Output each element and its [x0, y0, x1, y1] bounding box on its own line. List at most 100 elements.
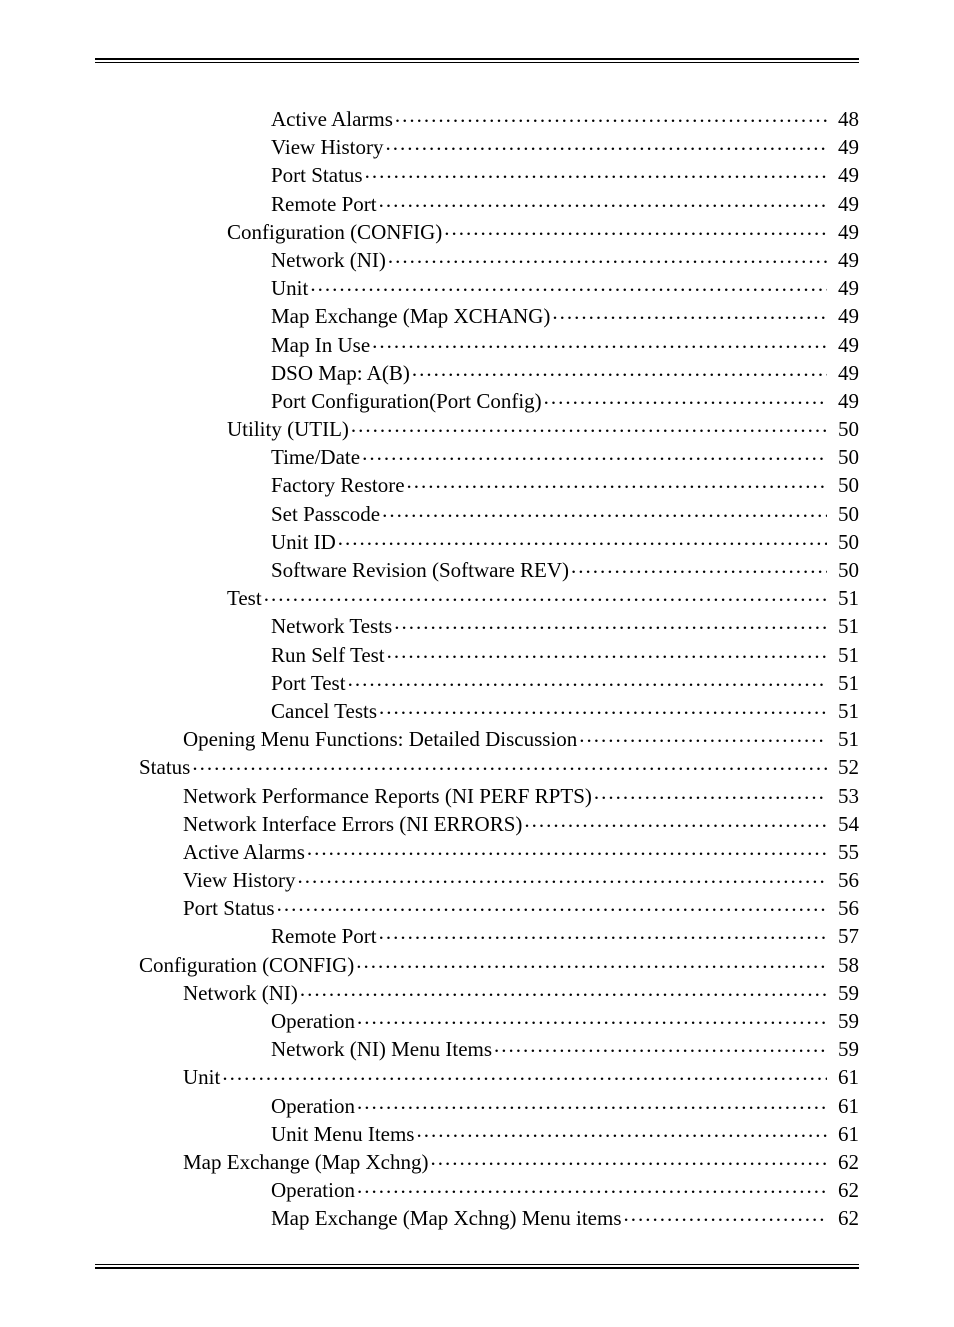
toc-entry-label: Remote Port: [271, 926, 377, 947]
toc-entry-label: Unit: [271, 278, 308, 299]
toc-entry-page: 49: [829, 250, 859, 271]
bottom-rule-thin: [95, 1264, 859, 1265]
toc-leader-dots: [222, 1063, 827, 1084]
page: Active Alarms48View History49Port Status…: [0, 0, 954, 1327]
toc-entry: Time/Date50: [95, 443, 859, 468]
toc-entry-page: 49: [829, 222, 859, 243]
toc-entry: Software Revision (Software REV) 50: [95, 556, 859, 581]
toc-entry-label: Map Exchange (Map Xchng): [183, 1152, 429, 1173]
toc-entry-page: 56: [829, 898, 859, 919]
toc-entry: Status52: [95, 753, 859, 778]
toc-entry-page: 50: [829, 532, 859, 553]
toc-entry: Configuration (CONFIG) 49: [95, 218, 859, 243]
toc-entry-label: Network (NI) Menu Items: [271, 1039, 492, 1060]
toc-entry: Active Alarms55: [95, 838, 859, 863]
toc-entry-page: 50: [829, 504, 859, 525]
toc-entry-label: Map In Use: [271, 335, 370, 356]
toc-entry-label: Configuration (CONFIG): [227, 222, 442, 243]
toc-entry: Configuration (CONFIG)58: [95, 951, 859, 976]
toc-entry: Opening Menu Functions: Detailed Discuss…: [95, 725, 859, 750]
toc-entry: Map Exchange (Map Xchng) Menu items62: [95, 1204, 859, 1229]
toc-entry-page: 57: [829, 926, 859, 947]
toc-leader-dots: [416, 1120, 827, 1141]
toc-entry-page: 61: [829, 1124, 859, 1145]
toc-entry-page: 54: [829, 814, 859, 835]
toc-entry: Map Exchange (Map Xchng)62: [95, 1148, 859, 1173]
toc-leader-dots: [357, 1007, 827, 1028]
toc-entry: Port Configuration(Port Config)49: [95, 387, 859, 412]
toc-entry-page: 49: [829, 363, 859, 384]
toc-entry: View History49: [95, 133, 859, 158]
toc-entry-label: Configuration (CONFIG): [139, 955, 354, 976]
toc-entry: Run Self Test51: [95, 641, 859, 666]
toc-entry-page: 48: [829, 109, 859, 130]
toc-entry: Port Status49: [95, 161, 859, 186]
toc-entry: Port Test51: [95, 669, 859, 694]
toc-entry-label: Run Self Test: [271, 645, 385, 666]
toc-leader-dots: [552, 302, 827, 323]
toc-leader-dots: [624, 1204, 828, 1225]
toc-leader-dots: [407, 471, 827, 492]
toc-leader-dots: [300, 979, 827, 1000]
toc-entry-page: 61: [829, 1067, 859, 1088]
toc-leader-dots: [544, 387, 827, 408]
toc-leader-dots: [277, 894, 827, 915]
toc-leader-dots: [307, 838, 827, 859]
toc-entry-label: Port Test: [271, 673, 346, 694]
toc-entry: Map In Use49: [95, 331, 859, 356]
toc-entry: Utility (UTIL)50: [95, 415, 859, 440]
toc-entry-label: Unit: [183, 1067, 220, 1088]
toc-entry-page: 50: [829, 447, 859, 468]
toc-entry: Unit 61: [95, 1063, 859, 1088]
toc-entry-page: 53: [829, 786, 859, 807]
toc-entry-page: 50: [829, 560, 859, 581]
toc-entry-page: 52: [829, 757, 859, 778]
toc-entry: Network Performance Reports (NI PERF RPT…: [95, 782, 859, 807]
toc-leader-dots: [524, 810, 827, 831]
toc-entry-label: Network (NI): [271, 250, 386, 271]
toc-entry-label: View History: [183, 870, 295, 891]
toc-leader-dots: [297, 866, 827, 887]
toc-entry: DSO Map: A(B) 49: [95, 359, 859, 384]
toc-entry: Remote Port49: [95, 190, 859, 215]
toc-entry: Factory Restore50: [95, 471, 859, 496]
toc-entry-label: Operation: [271, 1180, 355, 1201]
toc-entry-page: 50: [829, 475, 859, 496]
toc-leader-dots: [362, 443, 827, 464]
toc-leader-dots: [264, 584, 827, 605]
toc-leader-dots: [372, 331, 827, 352]
toc-entry-label: Software Revision (Software REV): [271, 560, 569, 581]
toc-leader-dots: [356, 951, 827, 972]
toc-entry-page: 62: [829, 1180, 859, 1201]
toc-leader-dots: [394, 612, 827, 633]
toc-entry: Network Tests51: [95, 612, 859, 637]
toc-leader-dots: [385, 133, 827, 154]
toc-leader-dots: [351, 415, 827, 436]
toc-entry: Test51: [95, 584, 859, 609]
toc-entry-page: 51: [829, 588, 859, 609]
toc-leader-dots: [357, 1092, 827, 1113]
toc-entry-label: Map Exchange (Map XCHANG): [271, 306, 550, 327]
toc-entry-page: 59: [829, 1011, 859, 1032]
toc-entry-page: 59: [829, 1039, 859, 1060]
toc-leader-dots: [579, 725, 827, 746]
toc-entry: Network (NI) Menu Items 59: [95, 1035, 859, 1060]
toc-leader-dots: [494, 1035, 827, 1056]
toc-leader-dots: [382, 500, 827, 521]
toc-entry: Unit49: [95, 274, 859, 299]
toc-leader-dots: [379, 190, 827, 211]
toc-entry-label: Network Interface Errors (NI ERRORS): [183, 814, 522, 835]
toc-entry: Active Alarms48: [95, 105, 859, 130]
toc-entry: View History56: [95, 866, 859, 891]
toc-entry-label: Port Status: [183, 898, 275, 919]
toc-entry-label: Active Alarms: [183, 842, 305, 863]
toc-entry-page: 51: [829, 616, 859, 637]
toc-leader-dots: [412, 359, 827, 380]
content-area: Active Alarms48View History49Port Status…: [95, 58, 859, 1269]
top-rule-thin: [95, 62, 859, 63]
toc-leader-dots: [395, 105, 827, 126]
toc-entry-label: DSO Map: A(B): [271, 363, 410, 384]
toc-entry-label: Unit Menu Items: [271, 1124, 414, 1145]
toc-entry-page: 50: [829, 419, 859, 440]
toc-entry: Network (NI) 49: [95, 246, 859, 271]
